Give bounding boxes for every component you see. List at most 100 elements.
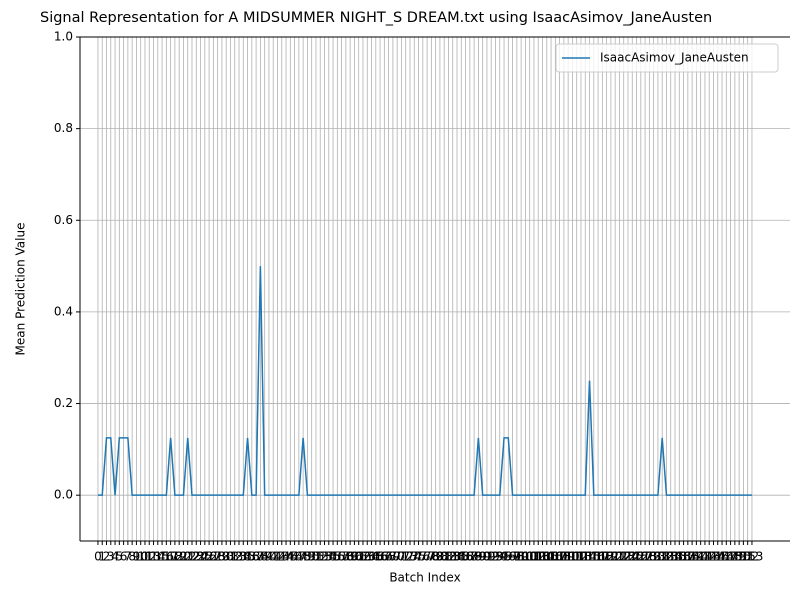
x-tick-label: 51: [308, 550, 323, 564]
x-tick-label: 88: [466, 550, 481, 564]
x-tick-label: 98: [509, 550, 524, 564]
x-tick-label: 143: [698, 550, 721, 564]
x-tick-label: 58: [338, 550, 353, 564]
x-tick-label: 93: [488, 550, 503, 564]
x-tick-label: 100: [514, 550, 537, 564]
x-tick-label: 114: [574, 550, 597, 564]
x-tick-label: 149: [723, 550, 746, 564]
x-tick-label: 35: [240, 550, 255, 564]
x-tick-label: 85: [454, 550, 469, 564]
x-tick-label: 13: [146, 550, 161, 564]
x-tick-label: 113: [570, 550, 593, 564]
x-tick-label: 10: [133, 550, 148, 564]
x-tick-label: 118: [591, 550, 614, 564]
x-tick-label: 8: [128, 550, 136, 564]
x-tick-label: 108: [548, 550, 571, 564]
x-tick-label: 49: [300, 550, 315, 564]
x-tick-label: 124: [617, 550, 640, 564]
x-tick-label: 94: [492, 550, 507, 564]
x-tick-label: 63: [360, 550, 375, 564]
x-tick-label: 52: [313, 550, 328, 564]
x-tick-label: 145: [706, 550, 729, 564]
x-tick-label: 97: [505, 550, 520, 564]
x-tick-label: 5: [116, 550, 124, 564]
x-tick-label: 80: [432, 550, 447, 564]
x-tick-label: 29: [214, 550, 229, 564]
x-tick-label: 27: [206, 550, 221, 564]
legend-box: [555, 43, 779, 73]
x-tick-label: 65: [368, 550, 383, 564]
x-tick-label: 54: [321, 550, 336, 564]
x-tick-label: 133: [655, 550, 678, 564]
x-tick-label: 125: [621, 550, 644, 564]
x-tick-label: 129: [638, 550, 661, 564]
x-tick-label: 90: [475, 550, 490, 564]
x-tick-label: 67: [377, 550, 392, 564]
x-tick-label: 34: [236, 550, 251, 564]
x-tick-label: 73: [402, 550, 417, 564]
x-tick-label: 22: [184, 550, 199, 564]
x-tick-label: 11: [137, 550, 152, 564]
x-tick-label: 84: [449, 550, 464, 564]
x-tick-label: 4: [111, 550, 119, 564]
line-series: [97, 266, 752, 496]
x-tick-label: 75: [411, 550, 426, 564]
x-tick-label: 56: [330, 550, 345, 564]
x-tick-label: 151: [732, 550, 755, 564]
x-tick-label: 146: [711, 550, 734, 564]
x-tick-label: 45: [283, 550, 298, 564]
x-tick-label: 32: [227, 550, 242, 564]
x-tick-label: 3: [107, 550, 115, 564]
x-tick-label: 18: [167, 550, 182, 564]
x-tick-label: 101: [518, 550, 541, 564]
x-tick-label: 82: [441, 550, 456, 564]
x-tick-label: 17: [163, 550, 178, 564]
x-tick-label: 141: [689, 550, 712, 564]
x-tick-label: 21: [180, 550, 195, 564]
x-tick-label: 136: [668, 550, 691, 564]
x-tick-label: 78: [424, 550, 439, 564]
chart-title: Signal Representation for A MIDSUMMER NI…: [40, 10, 712, 26]
x-tick-label: 123: [612, 550, 635, 564]
x-tick-label: 16: [159, 550, 174, 564]
x-tick-label: 92: [484, 550, 499, 564]
x-tick-label: 31: [223, 550, 238, 564]
x-tick-label: 81: [437, 550, 452, 564]
x-tick-label: 64: [364, 550, 379, 564]
x-tick-label: 102: [523, 550, 546, 564]
x-tick-label: 33: [231, 550, 246, 564]
x-tick-label: 89: [471, 550, 486, 564]
y-tick-label: 1.0: [54, 30, 73, 44]
x-tick-label: 153: [741, 550, 764, 564]
x-tick-label: 48: [295, 550, 310, 564]
y-tick-label: 0.2: [54, 396, 73, 410]
x-tick-label: 131: [646, 550, 669, 564]
x-tick-label: 14: [150, 550, 165, 564]
x-tick-label: 39: [257, 550, 272, 564]
x-tick-label: 6: [120, 550, 128, 564]
x-tick-label: 122: [608, 550, 631, 564]
x-tick-label: 69: [385, 550, 400, 564]
x-tick-label: 150: [728, 550, 751, 564]
x-tick-label: 41: [266, 550, 281, 564]
x-tick-label: 95: [496, 550, 511, 564]
x-tick-label: 72: [398, 550, 413, 564]
x-tick-label: 23: [189, 550, 204, 564]
x-tick-label: 126: [625, 550, 648, 564]
x-tick-label: 91: [479, 550, 494, 564]
x-tick-label: 24: [193, 550, 208, 564]
x-tick-label: 71: [394, 550, 409, 564]
y-tick-label: 0.8: [54, 121, 73, 135]
x-tick-label: 25: [197, 550, 212, 564]
x-tick-label: 77: [419, 550, 434, 564]
x-tick-label: 2: [103, 550, 111, 564]
x-tick-label: 36: [244, 550, 259, 564]
x-tick-label: 104: [531, 550, 554, 564]
x-tick-label: 140: [685, 550, 708, 564]
x-tick-label: 70: [390, 550, 405, 564]
x-tick-label: 148: [719, 550, 742, 564]
x-tick-label: 87: [462, 550, 477, 564]
x-tick-label: 74: [407, 550, 422, 564]
